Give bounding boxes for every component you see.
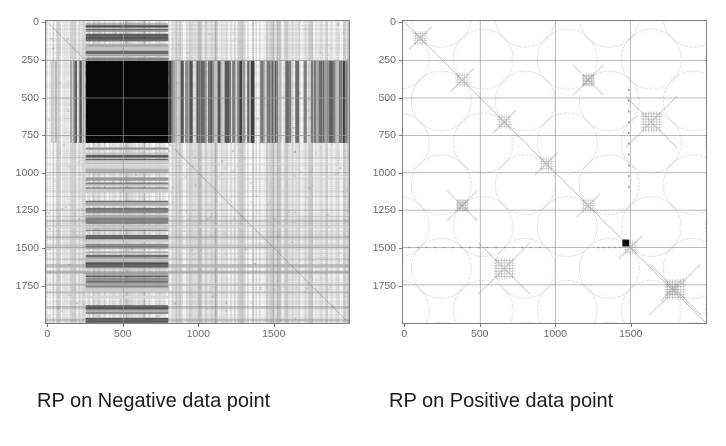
x-tick-mark (47, 324, 49, 327)
y-tick-mark (42, 135, 45, 137)
x-tick-mark (555, 324, 557, 327)
x-tick-label: 0 (401, 328, 408, 340)
y-tick-mark (399, 97, 402, 99)
y-tick-label: 1750 (15, 279, 39, 292)
negative-rp-caption: RP on Negative data point (37, 390, 271, 412)
y-tick-mark (42, 285, 45, 287)
y-tick-label: 1250 (372, 204, 396, 217)
positive-rp-plot-area (402, 20, 707, 324)
x-tick-mark (122, 324, 124, 327)
y-tick-mark (42, 22, 45, 24)
positive-rp-heatmap (403, 21, 706, 323)
y-tick-mark (42, 97, 45, 99)
y-tick-mark (42, 248, 45, 249)
y-tick-label: 250 (378, 53, 396, 66)
x-tick-label: 1000 (543, 328, 567, 340)
x-tick-label: 1500 (262, 328, 286, 340)
x-tick-mark (273, 324, 275, 327)
positive-rp-caption: RP on Positive data point (389, 390, 614, 412)
x-tick-label: 500 (113, 328, 132, 340)
y-tick-label: 500 (21, 91, 39, 104)
y-tick-mark (42, 210, 45, 212)
negative-rp-plot-area (45, 20, 350, 324)
x-tick-label: 1500 (619, 328, 643, 340)
y-tick-mark (399, 248, 402, 249)
y-tick-label: 1250 (15, 204, 39, 217)
y-tick-mark (399, 59, 402, 61)
y-tick-mark (399, 135, 402, 137)
y-tick-mark (399, 210, 402, 212)
y-tick-label: 0 (390, 16, 396, 28)
y-tick-label: 0 (33, 16, 39, 28)
x-tick-mark (630, 324, 632, 327)
y-tick-label: 500 (378, 91, 396, 104)
y-tick-mark (399, 172, 402, 174)
y-tick-label: 1500 (15, 241, 39, 254)
x-tick-label: 0 (44, 328, 51, 340)
x-tick-label: 500 (470, 328, 489, 340)
y-tick-label: 1500 (372, 241, 396, 254)
y-tick-mark (42, 59, 45, 61)
y-tick-label: 1000 (372, 166, 396, 179)
x-tick-mark (479, 324, 481, 327)
y-tick-label: 250 (21, 53, 39, 66)
y-tick-mark (42, 172, 45, 174)
y-tick-label: 1000 (15, 166, 39, 179)
y-tick-mark (399, 22, 402, 24)
x-tick-mark (198, 324, 200, 327)
x-tick-mark (404, 324, 406, 327)
y-tick-label: 750 (378, 128, 396, 141)
y-tick-mark (399, 285, 402, 287)
y-tick-label: 1750 (372, 279, 396, 292)
x-tick-label: 1000 (186, 328, 210, 340)
y-tick-label: 750 (21, 128, 39, 141)
negative-rp-heatmap (46, 21, 349, 323)
